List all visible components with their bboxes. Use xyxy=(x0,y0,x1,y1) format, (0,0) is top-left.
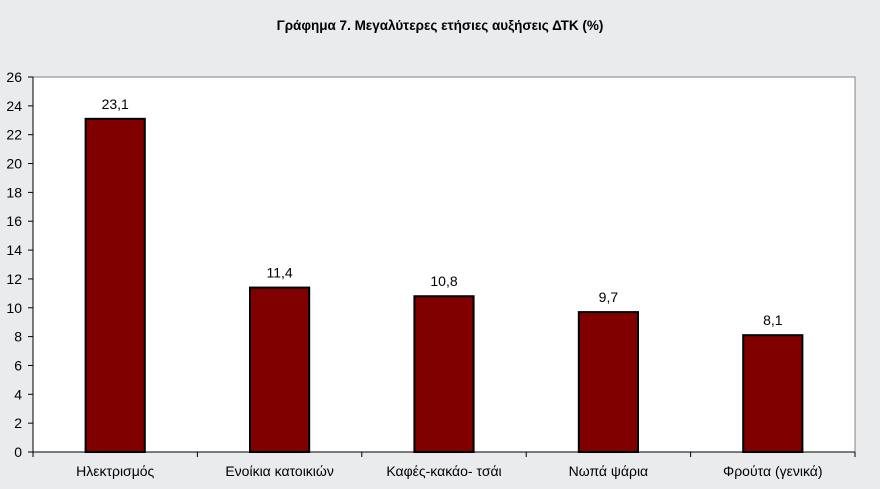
bar-3 xyxy=(577,311,639,453)
chart-title: Γράφημα 7. Μεγαλύτερες ετήσιες αυξήσεις … xyxy=(276,18,604,33)
data-labels: 23,1 11,4 10,8 9,7 8,1 xyxy=(102,96,783,328)
data-label: 23,1 xyxy=(102,96,129,112)
category-label: Καφές-κακάο- τσάι xyxy=(386,463,501,479)
y-tick-label: 16 xyxy=(6,213,22,229)
category-label: Ενοίκια κατοικιών xyxy=(225,463,334,479)
bar-4 xyxy=(742,334,804,453)
data-label: 8,1 xyxy=(763,312,783,328)
y-tick-label: 6 xyxy=(14,357,22,373)
data-label: 9,7 xyxy=(599,289,619,305)
bar-1 xyxy=(249,286,311,454)
category-label: Νωπά ψάρια xyxy=(569,463,649,479)
y-tick-label: 8 xyxy=(14,329,22,345)
bars xyxy=(84,117,804,454)
bar-2 xyxy=(413,295,475,453)
y-tick-label: 4 xyxy=(14,386,22,402)
y-tick-label: 20 xyxy=(6,156,22,172)
category-label: Ηλεκτρισμός xyxy=(76,463,154,479)
y-tick-label: 24 xyxy=(6,98,22,114)
y-tick-label: 0 xyxy=(14,444,22,460)
bar-0 xyxy=(84,117,146,453)
y-tick-label: 2 xyxy=(14,415,22,431)
y-tick-label: 22 xyxy=(6,127,22,143)
y-tick-label: 12 xyxy=(6,271,22,287)
y-tick-label: 10 xyxy=(6,300,22,316)
y-tick-label: 14 xyxy=(6,242,22,258)
y-tick-label: 26 xyxy=(6,69,22,85)
y-tick-label: 18 xyxy=(6,184,22,200)
data-label: 11,4 xyxy=(266,265,292,281)
x-axis: Ηλεκτρισμός Ενοίκια κατοικιών Καφές-κακάο-… xyxy=(32,451,856,479)
data-label: 10,8 xyxy=(430,273,457,289)
category-label: Φρούτα (γενικά) xyxy=(723,463,823,479)
